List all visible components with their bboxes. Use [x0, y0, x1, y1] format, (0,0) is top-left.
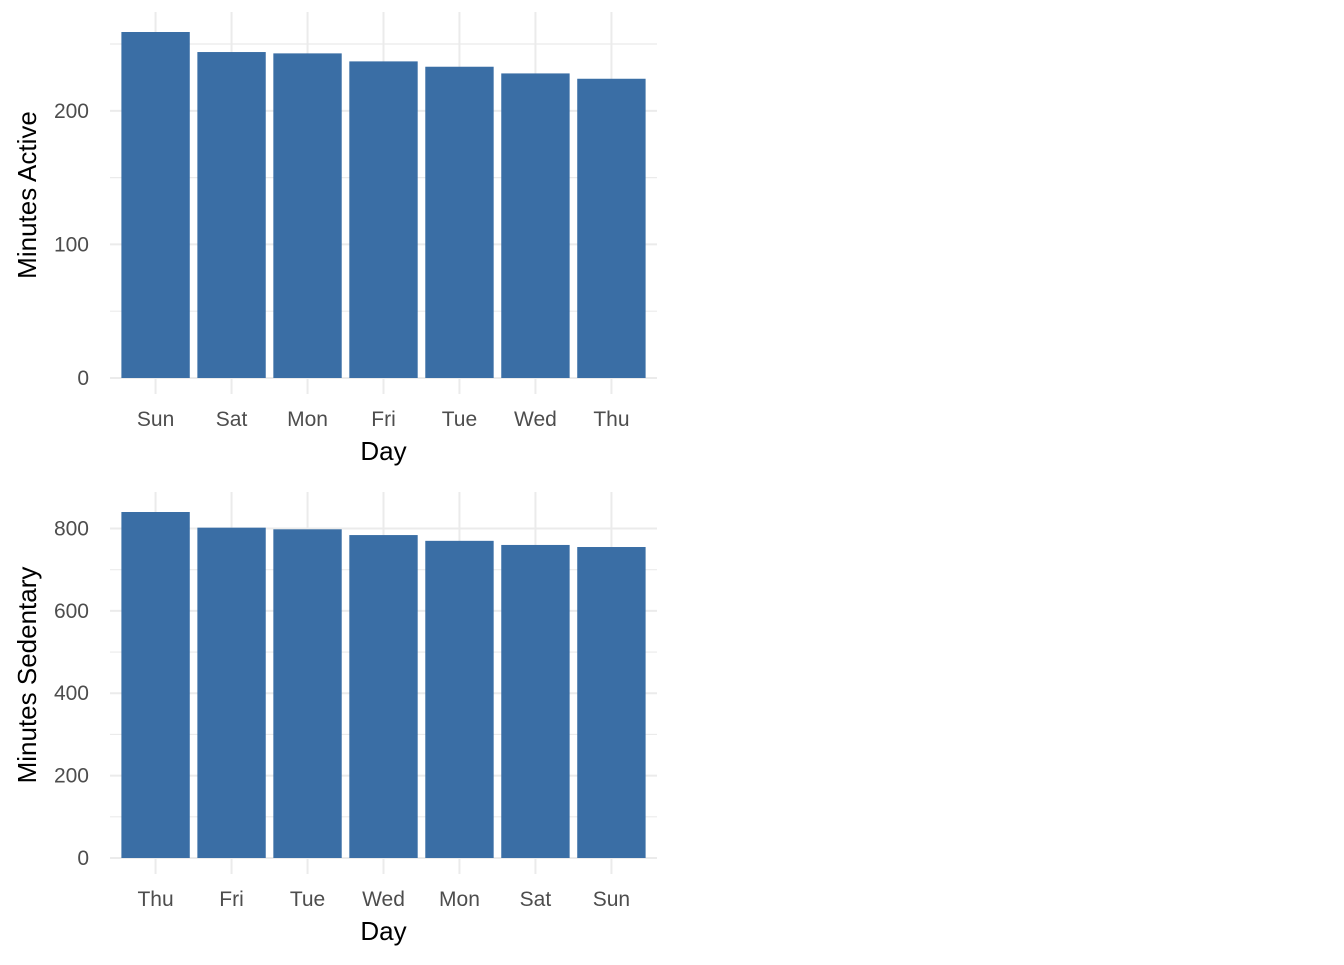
- bar-thu: [577, 78, 646, 378]
- chart-panel-minutes-active: 0 100 200 Sun Sat Mon Fri Tue Wed Thu Day Minutes A…: [12, 12, 657, 466]
- bar-sun: [121, 32, 190, 378]
- bar-tue: [273, 529, 342, 858]
- y-tick-label: 200: [54, 100, 89, 123]
- y-tick-label: 100: [54, 233, 89, 256]
- bar-wed: [501, 73, 570, 379]
- x-tick-label: Sun: [137, 408, 174, 431]
- bar-fri: [197, 527, 266, 858]
- x-tick-label: Sat: [520, 888, 552, 911]
- x-tick-label: Tue: [442, 408, 477, 431]
- y-tick-label: 800: [54, 517, 89, 540]
- bar-sat: [501, 544, 570, 858]
- x-tick-label: Thu: [137, 888, 173, 911]
- bar-mon: [273, 53, 342, 379]
- x-tick-label: Wed: [362, 888, 405, 911]
- bar-wed: [349, 535, 418, 858]
- bar-tue: [425, 66, 494, 379]
- x-tick-label: Thu: [593, 408, 629, 431]
- x-axis-title: Day: [360, 436, 406, 466]
- x-tick-label: Wed: [514, 408, 557, 431]
- x-tick-label: Mon: [287, 408, 328, 431]
- x-tick-label: Fri: [371, 408, 396, 431]
- y-tick-label: 200: [54, 765, 89, 788]
- bar-thu: [121, 512, 190, 858]
- bar-sat: [197, 52, 266, 379]
- x-tick-label: Tue: [290, 888, 325, 911]
- bar-fri: [349, 61, 418, 379]
- y-tick-label: 0: [77, 367, 89, 390]
- y-axis-title: Minutes Active: [12, 111, 42, 279]
- x-tick-label: Sat: [216, 408, 248, 431]
- x-tick-label: Sun: [593, 888, 630, 911]
- bar-sun: [577, 547, 646, 858]
- x-tick-label: Fri: [219, 888, 244, 911]
- chart-panel-minutes-sedentary: 0 200 400 600 800 Thu Fri Tue Wed Mon Sat Sun Day Min…: [12, 492, 657, 946]
- y-tick-label: 600: [54, 600, 89, 623]
- y-tick-label: 0: [77, 847, 89, 870]
- y-axis-title: Minutes Sedentary: [12, 567, 42, 784]
- x-axis-title: Day: [360, 916, 406, 946]
- bar-mon: [425, 540, 494, 858]
- y-tick-label: 400: [54, 682, 89, 705]
- x-tick-label: Mon: [439, 888, 480, 911]
